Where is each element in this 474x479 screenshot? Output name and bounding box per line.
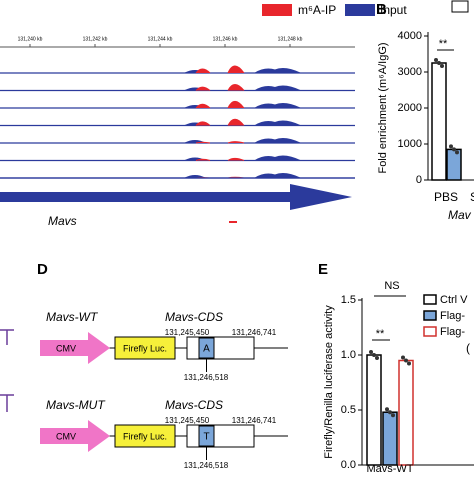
x-label: PBS — [434, 190, 458, 204]
data-point — [404, 358, 408, 363]
legend-swatch — [423, 326, 437, 337]
coordinate: 131,245,450 — [165, 328, 210, 337]
track-ip — [195, 65, 245, 74]
data-point — [452, 147, 456, 152]
y-tick-label: 2000 — [398, 102, 422, 114]
data-point — [434, 58, 438, 62]
legend-label: Ctrl V — [440, 294, 468, 306]
reporter — [114, 336, 176, 360]
reporter — [114, 424, 176, 448]
scale-label: 131,244 kb — [148, 36, 173, 42]
promoter-label: CMV — [56, 343, 76, 353]
track-ip — [195, 84, 245, 91]
gene-arrow — [290, 184, 352, 210]
gene-name: Mavs — [48, 214, 77, 228]
coordinate: 131,246,741 — [232, 328, 277, 337]
site-base: T — [203, 432, 209, 443]
track-ip — [195, 141, 245, 144]
promoter-label: CMV — [56, 431, 76, 441]
x-label: Mavs-WT — [366, 463, 413, 474]
panel-label: E — [318, 261, 328, 278]
annotation: ** — [376, 328, 385, 340]
bar — [431, 62, 447, 181]
data-point — [391, 413, 395, 418]
coordinate: 131,246,518 — [184, 461, 229, 470]
scale-label: 131,240 kb — [18, 36, 43, 42]
reporter-label: Firefly Luc. — [123, 343, 167, 353]
construct-name: Mavs-MUT — [46, 398, 106, 412]
x-label: S — [470, 190, 474, 204]
data-point — [388, 410, 392, 415]
track-ip — [195, 157, 245, 161]
y-axis-label: Firefly/Renilla luciferase activity — [323, 305, 335, 459]
y-tick-label: 0.0 — [341, 459, 356, 471]
data-point — [449, 144, 453, 149]
coordinate: 131,246,741 — [232, 416, 277, 425]
gene-body — [0, 192, 300, 202]
data-point — [440, 64, 444, 68]
legend-swatch — [423, 294, 437, 305]
y-tick-label: 0 — [416, 174, 422, 186]
data-point — [407, 361, 411, 366]
y-tick-label: 1000 — [398, 138, 422, 150]
panel-label: B — [376, 1, 387, 18]
scale-label: 131,248 kb — [278, 36, 303, 42]
data-point — [375, 356, 379, 360]
data-point — [369, 350, 373, 354]
bar — [382, 411, 398, 466]
coordinate: 131,245,450 — [165, 416, 210, 425]
data-point — [372, 353, 376, 357]
cds-label: Mavs-CDS — [165, 310, 223, 324]
data-point — [385, 407, 389, 412]
tracks — [0, 65, 355, 179]
site-box — [198, 425, 215, 447]
legend-swatch — [345, 4, 375, 16]
legend-swatch — [423, 310, 437, 321]
fragment: ( — [466, 341, 470, 355]
scale-label: 131,242 kb — [83, 36, 108, 42]
group-label: Mav — [448, 208, 472, 222]
legend-swatch — [451, 0, 469, 13]
cds-box — [186, 336, 255, 360]
site-base: A — [203, 344, 210, 355]
track-ip — [195, 100, 245, 109]
promoter-arrow — [40, 420, 110, 452]
annotation: NS — [384, 280, 399, 292]
legend-label: m⁶A-IP — [298, 3, 336, 17]
reporter-label: Firefly Luc. — [123, 431, 167, 441]
scale-label: 131,246 kb — [213, 36, 238, 42]
fragment — [0, 329, 14, 412]
data-point — [401, 355, 405, 360]
scale: 131,240 kb 131,242 kb 131,244 kb 131,246 kb… — [18, 36, 303, 47]
legend-swatch — [262, 4, 292, 16]
site-box — [198, 337, 215, 359]
legend-label: Flag- — [440, 310, 465, 322]
bar — [398, 359, 414, 466]
bar — [446, 148, 462, 181]
y-tick-label: 0.5 — [341, 404, 356, 416]
coordinate: 131,246,518 — [184, 373, 229, 382]
cds-box — [186, 424, 255, 448]
y-tick-label: 1.5 — [341, 294, 356, 306]
y-tick-label: 1.0 — [341, 349, 356, 361]
cds-label: Mavs-CDS — [165, 398, 223, 412]
bar — [366, 354, 382, 466]
legend-label: Flag- — [440, 326, 465, 338]
legend-label: Input — [380, 3, 407, 17]
y-tick-label: 4000 — [398, 30, 422, 42]
track-ip — [195, 118, 245, 126]
data-point — [437, 61, 441, 65]
significance: ** — [439, 38, 448, 50]
panel-label: D — [37, 261, 48, 278]
construct-name: Mavs-WT — [46, 310, 99, 324]
data-point — [455, 150, 459, 155]
y-axis-label: Fold enrichment (m⁶A/IgG) — [377, 42, 389, 173]
promoter-arrow — [40, 332, 110, 364]
y-tick-label: 3000 — [398, 66, 422, 78]
